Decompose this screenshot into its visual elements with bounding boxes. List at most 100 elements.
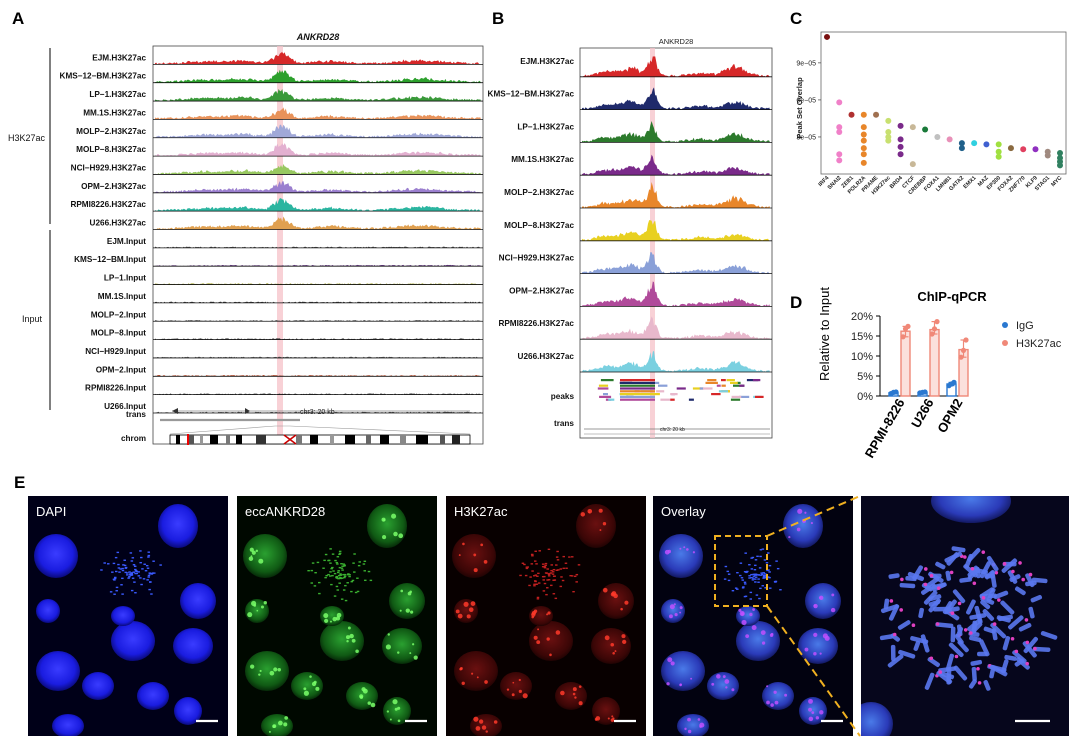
chromosome-fragment [559,585,563,588]
panel-c-ytick-label: 6e−05 [796,97,816,104]
ecdna-spot [1033,646,1037,651]
panel-letter-c: C [790,9,802,28]
chromosome-fragment [132,564,136,566]
peak-block [739,395,750,398]
panel-b-track-label: NCI−H929.H3K27ac [499,254,575,263]
fluorescent-spot [253,604,257,607]
panel-c-point [860,145,867,152]
panel-b-track-signal [582,154,770,176]
panel-b-peaks-label: peaks [551,392,575,401]
ideogram-band [200,435,203,444]
fluorescent-spot [687,717,691,722]
panel-a-track-label: EJM.H3K27ac [92,53,146,62]
fluorescent-spot [739,610,745,617]
chromosome-fragment [528,584,531,587]
chromosome-arm [1025,573,1035,588]
fluorescent-spot [813,651,817,656]
fluorescent-spot [796,527,801,532]
fluorescent-spot [602,521,607,526]
chromosome-fragment [543,575,546,578]
cell-nucleus [762,682,794,710]
panel-d-point [963,337,969,343]
chromosome-fragment [755,594,759,596]
peak-block [726,379,735,382]
chromosome-fragment [325,574,328,577]
chromosome-fragment [337,574,341,577]
chromosome-fragment [753,568,757,571]
fluorescent-spot [397,706,401,710]
chromosome-fragment [750,576,753,579]
chromosome-arm [975,566,981,579]
chromosome-fragment [758,567,762,569]
panel-a-frame [152,45,484,445]
chromosome-fragment [572,590,575,593]
chromosome-fragment [314,571,317,574]
chromosome-arm [912,565,924,581]
chromosome-fragment [130,574,133,576]
chromosome-fragment [128,571,131,573]
fluorescent-spot [329,620,332,623]
ecdna-spot [972,581,977,586]
chromosome-fragment [757,574,760,576]
fluorescent-spot [397,651,400,654]
panel-b-track-label: KMS−12−BM.H3K27ac [488,90,575,99]
cell-nucleus [707,672,739,700]
chromosome-fragment [118,571,121,573]
fluorescent-spot [458,554,461,557]
chromosome-fragment [743,583,747,585]
chromosome-fragment [337,570,340,572]
chromosome-fragment [348,575,351,578]
chromosome-arm [979,639,990,657]
fluorescent-spot [741,619,747,626]
ecdna-spot [929,656,934,661]
chromosome-fragment [147,576,150,578]
chromosome-fragment [134,568,137,571]
chromosome-fragment [550,584,553,587]
panel-a-track-label: LP−1.H3K27ac [89,90,146,99]
peak-block [620,393,655,396]
chromosome-arm [888,573,900,579]
chromosome-arm [1015,586,1026,596]
panel-a-track-label: MOLP−2.Input [91,310,147,319]
peak-block [599,395,612,398]
chromosome-fragment [130,589,134,592]
fluorescent-spot [620,607,623,611]
panel-d-legend-marker [1002,322,1008,328]
fluorescent-spot [247,612,253,618]
chromosome-arm [952,589,966,604]
chromosome-fragment [145,564,149,567]
fluorescent-spot [624,600,629,605]
fluorescent-spot [808,716,814,722]
fluorescent-spot [518,689,522,693]
fluorescent-spot [511,693,515,697]
cell-nucleus [180,583,216,619]
fluorescent-spot [669,604,675,610]
chromosome-fragment [353,571,356,573]
chromosome-fragment [764,575,767,577]
chromosome-fragment [746,570,749,573]
chromosome-fragment [363,570,367,572]
chromosome-fragment [341,565,344,567]
chromosome-fragment [754,564,757,567]
chromosome-arm [938,666,957,673]
chromosome-fragment [523,563,526,566]
chromosome-fragment [529,576,532,578]
fluorescent-spot [484,680,488,684]
fluorescent-spot [679,547,682,550]
panel-a-track-label: OPM−2.Input [96,365,147,374]
chromosome-fragment [759,555,762,558]
chromosome-fragment [323,559,326,562]
chromosome-fragment [350,580,354,583]
chromosome-fragment [338,552,342,555]
chromosome-fragment [548,573,551,575]
peak-block [721,384,726,387]
chromosome-fragment [577,564,581,566]
panel-c-point [860,151,867,158]
panel-a-track-label: KMS−12−BM.Input [74,255,146,264]
panel-c-point [836,129,843,136]
chromosome-fragment [310,582,314,584]
fluorescent-spot [367,701,372,705]
fluorescent-spot [770,703,774,707]
chromosome-fragment [525,567,529,570]
